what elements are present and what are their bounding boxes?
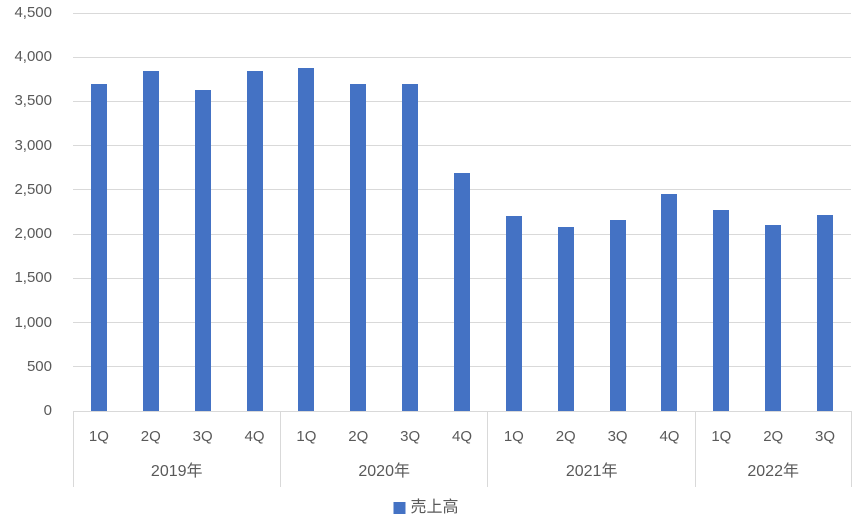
y-axis-tick-label: 0 xyxy=(43,402,52,419)
gridline xyxy=(73,100,851,102)
x-axis-quarter-label: 3Q xyxy=(400,428,421,445)
bar-2020年-2Q xyxy=(350,83,367,411)
y-axis-tick-label: 3,500 xyxy=(14,92,52,110)
y-axis-tick-label: 3,000 xyxy=(14,136,52,154)
x-axis-quarter-label: 1Q xyxy=(503,428,524,445)
legend: 売上高 xyxy=(393,499,459,516)
x-axis-quarter-label: 1Q xyxy=(296,428,317,445)
bar-2019年-2Q xyxy=(142,71,159,411)
bar-2021年-1Q xyxy=(505,215,522,411)
gridline xyxy=(73,12,851,14)
legend-label: 売上高 xyxy=(410,499,459,516)
x-axis-year-label: 2022年 xyxy=(747,463,799,480)
gridline xyxy=(73,145,851,147)
x-axis-quarter-label: 2Q xyxy=(763,428,784,445)
bar-2022年-3Q xyxy=(817,214,834,411)
y-axis-tick-label: 2,500 xyxy=(14,180,52,198)
axis-group-separator xyxy=(279,411,281,487)
x-axis-quarter-label: 2Q xyxy=(348,428,369,445)
x-axis-quarter-label: 4Q xyxy=(451,428,472,445)
x-axis-quarter-label: 3Q xyxy=(607,428,628,445)
y-axis-tick-label: 1,000 xyxy=(14,313,52,331)
bar-2021年-4Q xyxy=(661,194,678,411)
x-axis-quarter-label: 1Q xyxy=(711,428,732,445)
y-axis-tick-label: 4,000 xyxy=(14,48,52,66)
gridline xyxy=(73,410,851,412)
y-axis-tick-label: 2,000 xyxy=(14,225,52,243)
x-axis-quarter-label: 3Q xyxy=(815,428,836,445)
legend-swatch-icon xyxy=(393,502,406,514)
bar-2021年-3Q xyxy=(609,219,626,411)
x-axis-quarter-label: 4Q xyxy=(659,428,680,445)
x-axis-quarter-label: 2Q xyxy=(140,428,161,445)
bar-2019年-4Q xyxy=(246,71,263,411)
bar-2019年-1Q xyxy=(90,83,107,411)
bar-2019年-3Q xyxy=(194,89,211,411)
bar-2022年-2Q xyxy=(765,225,782,411)
bar-2021年-2Q xyxy=(557,227,574,411)
x-axis-year-label: 2020年 xyxy=(358,463,410,480)
x-axis-year-label: 2019年 xyxy=(150,463,203,480)
gridline xyxy=(73,56,851,58)
axis-group-separator xyxy=(694,411,696,487)
y-axis-tick-label: 500 xyxy=(26,357,52,375)
x-axis-quarter-label: 4Q xyxy=(244,428,265,445)
bar-2022年-1Q xyxy=(713,210,730,411)
x-axis-quarter-label: 1Q xyxy=(88,428,109,445)
x-axis-quarter-label: 2Q xyxy=(555,428,576,445)
bar-2020年-4Q xyxy=(454,173,470,411)
bar-2020年-3Q xyxy=(402,83,419,411)
bar-2020年-1Q xyxy=(298,67,315,411)
axis-group-separator xyxy=(487,411,489,487)
y-axis-tick-label: 1,500 xyxy=(14,269,52,287)
x-axis-year-label: 2021年 xyxy=(565,463,618,480)
axis-group-separator xyxy=(850,411,852,487)
y-axis-tick-label: 4,500 xyxy=(14,4,52,21)
axis-group-separator xyxy=(72,411,74,487)
x-axis-quarter-label: 3Q xyxy=(192,428,213,445)
